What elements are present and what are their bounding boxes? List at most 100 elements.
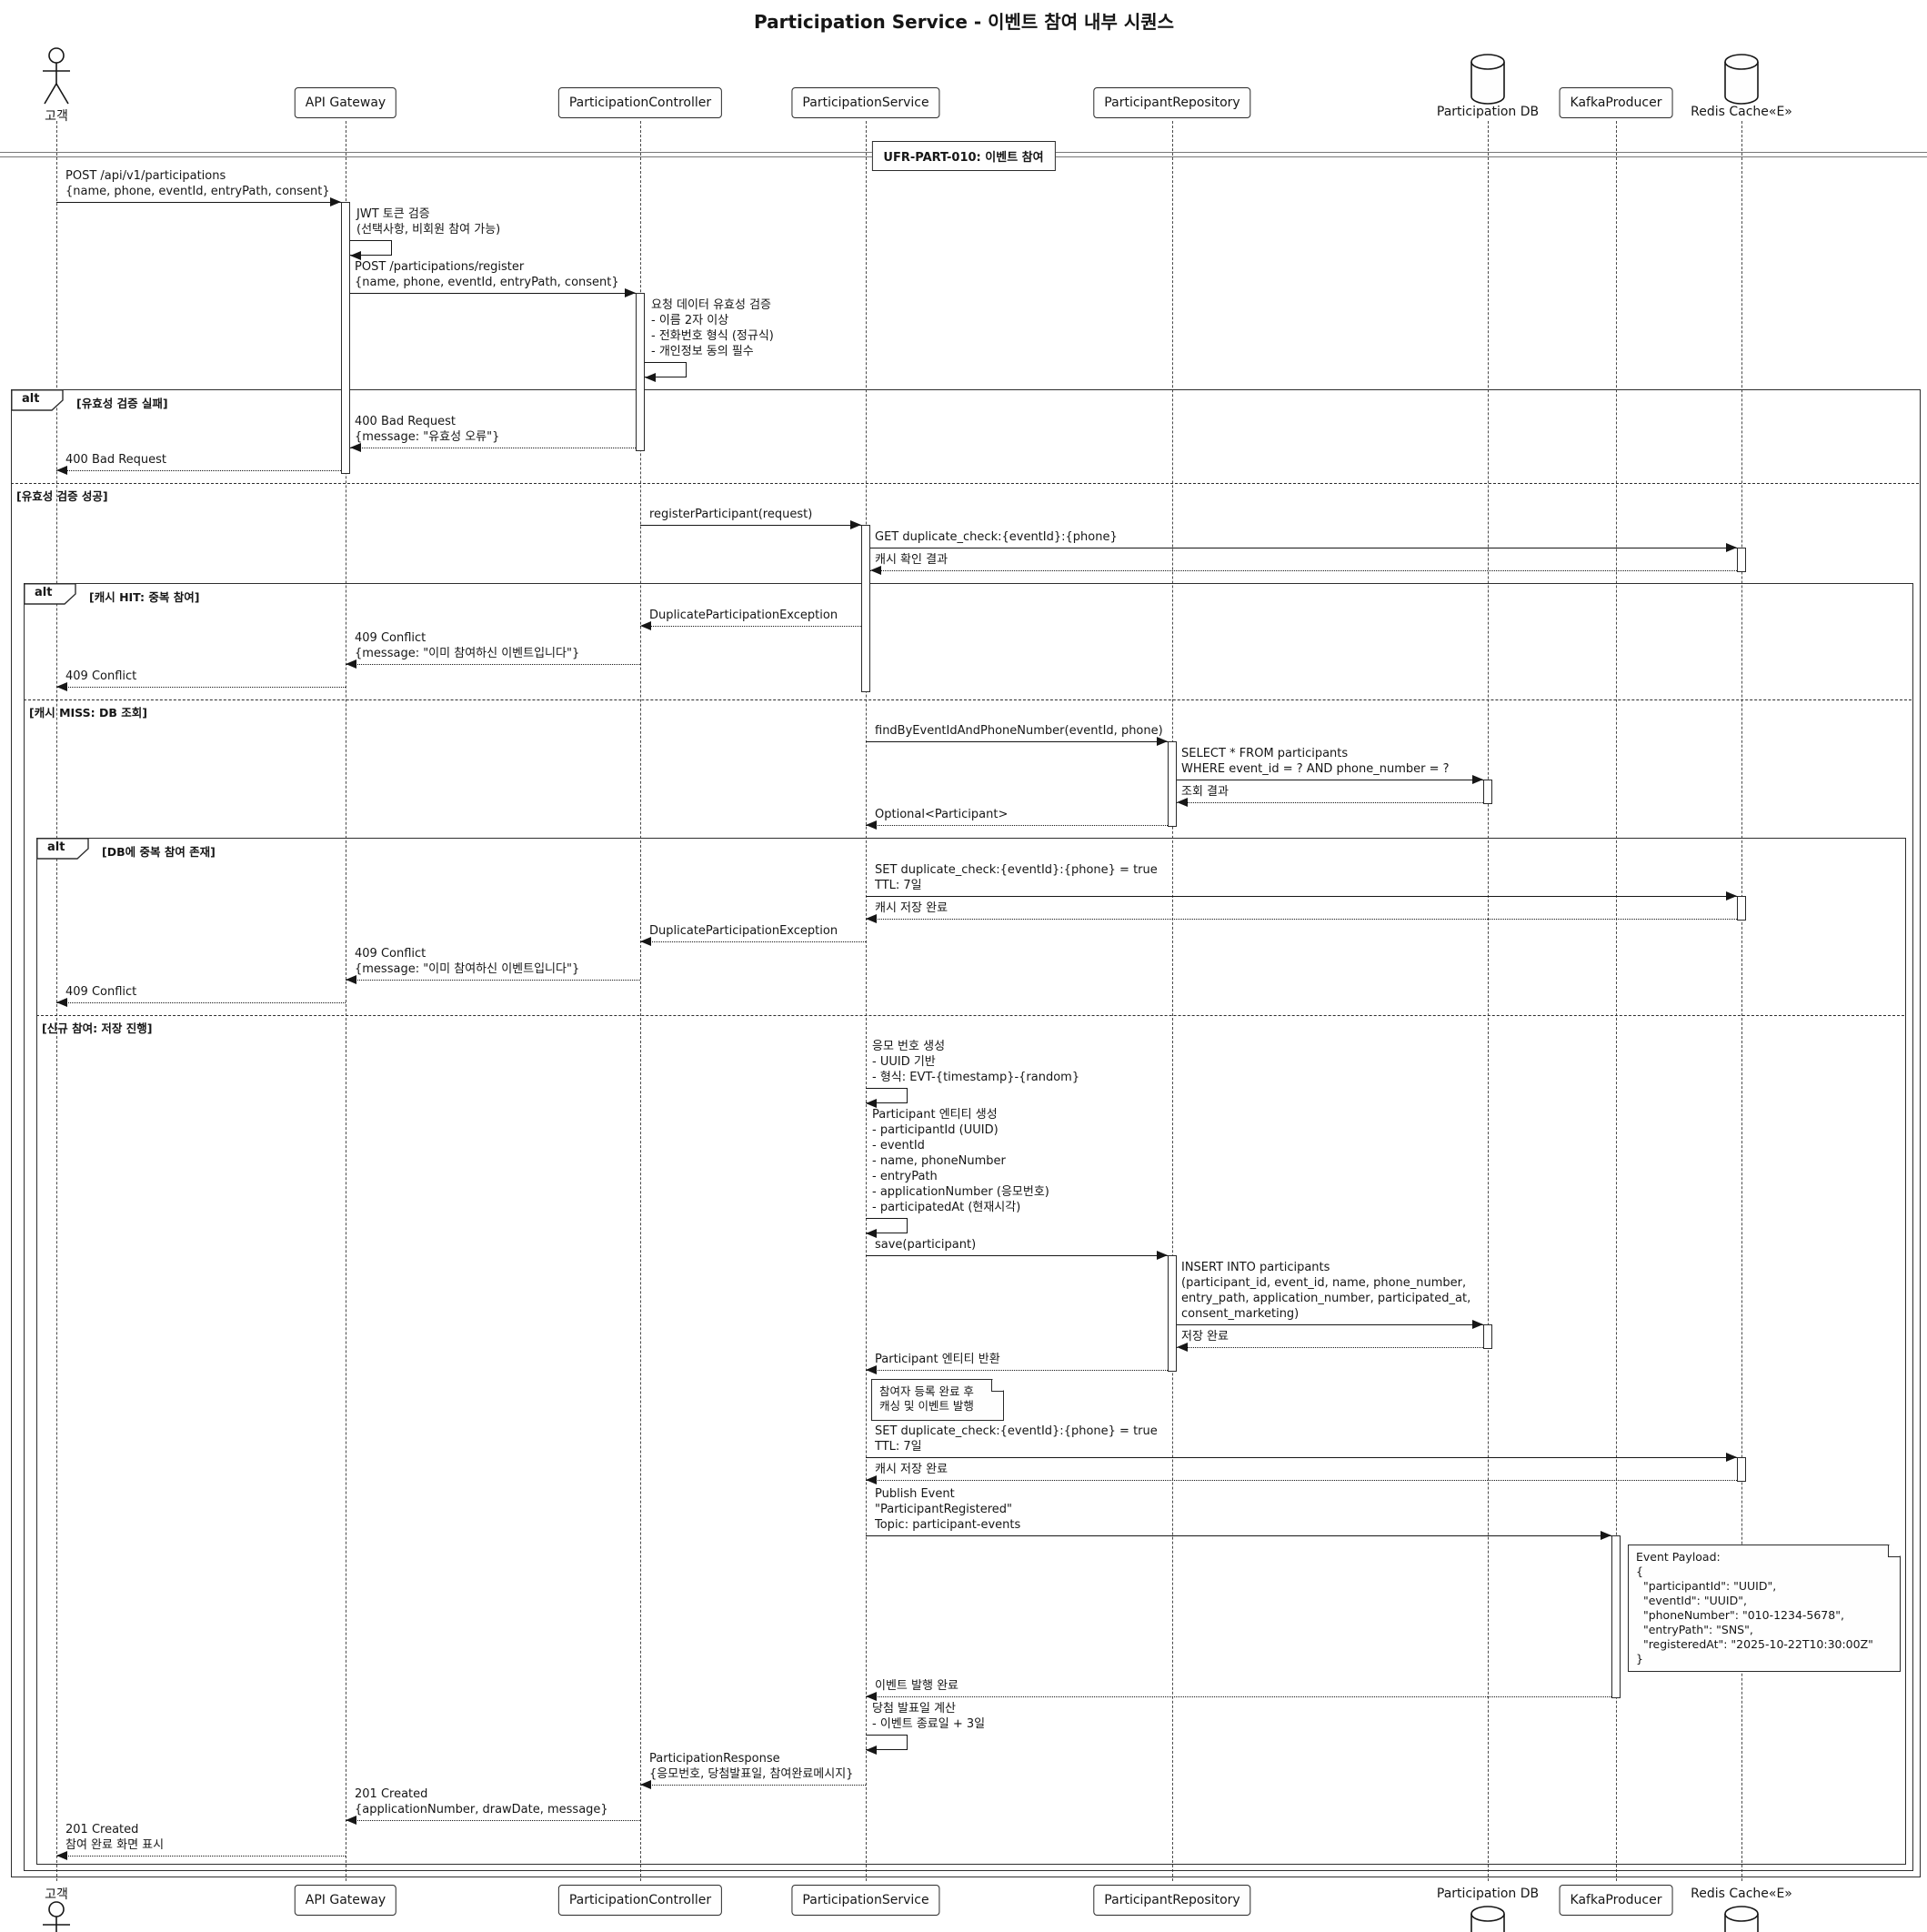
message-32 [640,1785,866,1786]
arrowhead [350,443,361,452]
participant-redis: Redis Cache«E» [1691,105,1792,119]
message-label: Participant 엔티티 생성 - participantId (UUID… [872,1108,1049,1214]
message-label: Publish Event "ParticipantRegistered" To… [875,1487,1021,1532]
message-11 [56,687,346,688]
activation-bar-db [1483,1324,1492,1349]
arrowhead [56,682,67,691]
arrowhead [346,1816,356,1825]
lifeline-controller [640,121,641,1881]
alt-keyword: alt [47,840,65,854]
arrowhead [625,288,636,297]
arrowhead [850,520,861,529]
message-9 [640,626,861,627]
participant-redis-bottom: Redis Cache«E» [1691,1887,1792,1901]
message-14 [1177,802,1483,803]
arrowhead [346,659,356,669]
alt-frame-1 [24,583,1913,1871]
message-label: 409 Conflict [65,669,137,683]
activation-bar-controller [636,293,645,451]
arrowhead [870,566,881,575]
participant-repository: ParticipantRepository [1093,87,1251,118]
participant-repository-bottom: ParticipantRepository [1093,1885,1251,1916]
participant-gateway: API Gateway [294,87,397,118]
arrowhead [866,1099,877,1108]
message-8 [870,570,1737,571]
activation-bar-repository [1168,1255,1177,1372]
message-label: SET duplicate_check:{eventId}:{phone} = … [875,1424,1158,1454]
self-message-3 [645,362,687,377]
arrowhead [866,1229,877,1238]
else-condition: [신규 참여: 저장 진행] [42,1021,153,1035]
arrowhead [866,1692,877,1701]
message-2 [350,293,636,294]
arrowhead [1177,1343,1188,1352]
arrowhead [1157,1251,1168,1260]
arrowhead [56,998,67,1007]
database-icon [1468,53,1508,106]
arrowhead [1726,891,1737,901]
message-30 [866,1696,1611,1697]
activation-bar-kafka [1611,1535,1621,1698]
arrowhead [346,975,356,984]
message-label: INSERT INTO participants (participant_id… [1181,1261,1471,1321]
participant-gateway-bottom: API Gateway [294,1885,397,1916]
participant-customer-bottom: 고객 [45,1887,68,1902]
arrowhead [1157,737,1168,746]
arrowhead [1472,1320,1483,1329]
message-label: 이벤트 발행 완료 [875,1679,958,1693]
message-label: 조회 결과 [1181,785,1229,799]
activation-bar-redis [1737,548,1746,572]
message-20 [56,1002,346,1003]
message-label: save(participant) [875,1238,977,1252]
participant-kafka-bottom: KafkaProducer [1559,1885,1673,1916]
message-19 [346,980,640,981]
message-10 [346,664,640,665]
alt-frame-2 [36,838,1906,1865]
page-title: Participation Service - 이벤트 참여 내부 시퀀스 [753,11,1175,33]
message-label: registerParticipant(request) [649,508,813,521]
participant-db-bottom: Participation DB [1436,1887,1540,1901]
arrowhead [1601,1531,1611,1540]
participant-service-bottom: ParticipationService [791,1885,940,1916]
activation-bar-repository [1168,741,1177,827]
participant-controller-bottom: ParticipationController [557,1885,723,1916]
message-15 [866,825,1168,826]
message-label: DuplicateParticipationException [649,924,838,938]
message-label: 400 Bad Request [65,453,167,467]
alt-frame-tab [24,583,76,605]
arrowhead [1726,543,1737,552]
message-29 [866,1535,1611,1536]
message-label: SET duplicate_check:{eventId}:{phone} = … [875,863,1158,892]
participant-service: ParticipationService [791,87,940,118]
alt-condition: [캐시 HIT: 중복 참여] [89,590,200,604]
message-label: 저장 완료 [1181,1330,1229,1343]
note-1: Event Payload: { "participantId": "UUID"… [1628,1545,1901,1672]
message-label: 캐시 저장 완료 [875,1463,948,1476]
message-label: 당첨 발표일 계산 - 이벤트 종료일 + 3일 [872,1702,986,1731]
alt-frame-0 [11,389,1921,1877]
arrowhead [350,251,361,260]
message-label: POST /api/v1/participations {name, phone… [65,169,330,198]
alt-frame-tab [11,389,64,411]
else-separator [36,1015,1904,1016]
message-label: SELECT * FROM participants WHERE event_i… [1181,747,1450,776]
note-fold-icon [992,1379,1004,1391]
message-34 [56,1856,346,1857]
message-label: GET duplicate_check:{eventId}:{phone} [875,530,1118,544]
message-label: 요청 데이터 유효성 검증 - 이름 2자 이상 - 전화번호 형식 (정규식)… [651,298,774,358]
message-label: 캐시 확인 결과 [875,553,948,567]
message-0 [56,202,341,203]
arrowhead [1472,775,1483,784]
arrowhead [866,1365,877,1374]
database-icon [1721,53,1761,106]
activation-bar-db [1483,780,1492,804]
alt-keyword: alt [35,586,53,599]
arrowhead [640,1780,651,1789]
database-icon [1721,1905,1761,1932]
message-label: Optional<Participant> [875,808,1009,821]
message-label: 201 Created {applicationNumber, drawDate… [355,1787,608,1816]
arrowhead [1177,798,1188,807]
message-6 [640,525,861,526]
arrowhead [56,466,67,475]
